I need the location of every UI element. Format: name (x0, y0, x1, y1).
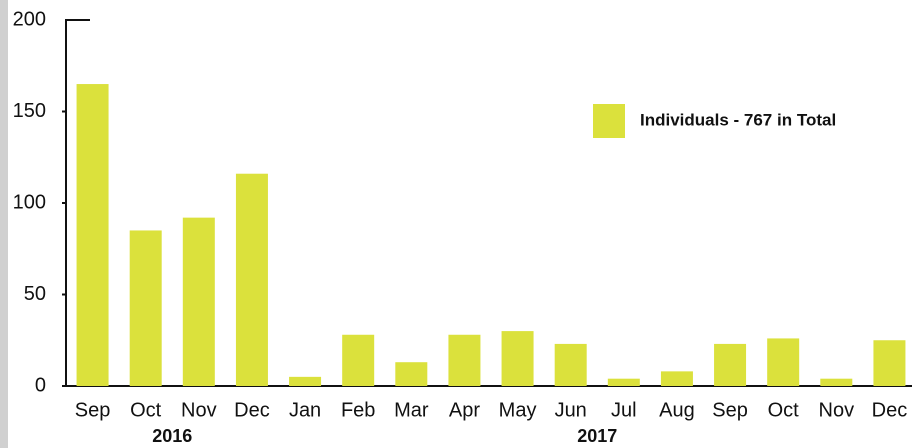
bar (820, 378, 853, 386)
x-tick-label: Nov (819, 399, 855, 421)
side-strip (0, 0, 8, 448)
bar (395, 362, 428, 386)
bar (182, 217, 215, 386)
y-tick-label: 100 (13, 191, 46, 213)
bar (289, 376, 322, 386)
y-tick-label: 0 (35, 374, 46, 396)
x-tick-label: Nov (181, 399, 217, 421)
x-tick-label: Sep (712, 399, 748, 421)
x-tick-label: Dec (234, 399, 270, 421)
bar (607, 378, 640, 386)
legend-label: Individuals - 767 in Total (640, 110, 836, 129)
x-tick-label: Mar (394, 399, 429, 421)
bar (342, 334, 375, 386)
x-tick-label: Aug (659, 399, 695, 421)
x-tick-label: Jul (611, 399, 637, 421)
bar (448, 334, 481, 386)
x-tick-label: Oct (130, 399, 162, 421)
bar (129, 230, 162, 386)
x-tick-label: Apr (449, 399, 480, 421)
bar (76, 84, 109, 387)
x-tick-label: May (499, 399, 537, 421)
x-tick-label: Jan (289, 399, 321, 421)
year-label: 2016 (152, 426, 192, 446)
y-tick-label: 200 (13, 8, 46, 30)
x-tick-label: Feb (341, 399, 375, 421)
x-tick-label: Jun (555, 399, 587, 421)
year-label: 2017 (577, 426, 617, 446)
bar (873, 340, 906, 386)
bar (714, 343, 747, 386)
bar (554, 343, 587, 386)
bar (501, 331, 534, 386)
legend-swatch (593, 104, 625, 138)
x-tick-label: Sep (75, 399, 111, 421)
bar (235, 173, 268, 386)
bar (660, 371, 693, 386)
x-tick-label: Oct (768, 399, 800, 421)
y-tick-label: 50 (24, 283, 46, 305)
y-tick-label: 150 (13, 100, 46, 122)
bar (767, 338, 800, 386)
x-tick-label: Dec (872, 399, 908, 421)
